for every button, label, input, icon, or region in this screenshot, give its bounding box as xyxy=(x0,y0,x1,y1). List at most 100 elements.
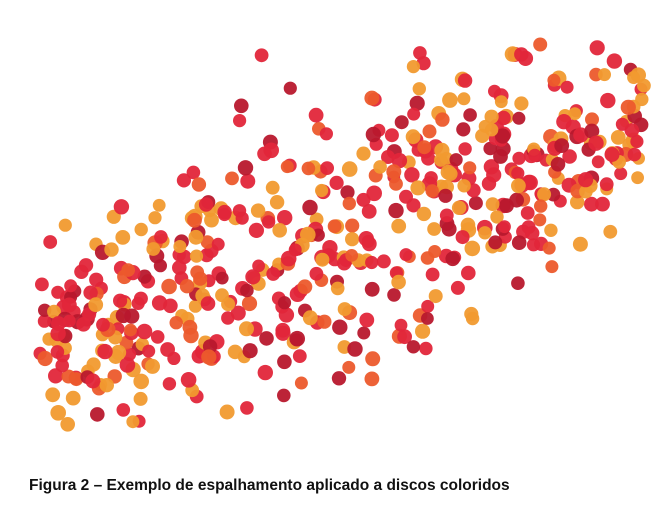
disc xyxy=(534,199,548,213)
disc xyxy=(415,323,431,339)
disc xyxy=(512,151,526,165)
disc xyxy=(458,142,472,156)
disc xyxy=(478,226,492,240)
disc xyxy=(498,220,511,234)
disc xyxy=(180,372,197,388)
disc xyxy=(435,112,450,127)
disc xyxy=(266,267,281,281)
disc xyxy=(391,218,407,234)
disc xyxy=(417,140,432,155)
disc xyxy=(329,175,344,190)
disc xyxy=(631,171,644,185)
disc xyxy=(342,196,356,211)
disc xyxy=(113,293,128,308)
disc xyxy=(579,184,593,199)
disc xyxy=(520,206,535,220)
disc xyxy=(589,40,605,56)
disc xyxy=(50,345,65,359)
disc xyxy=(241,295,258,312)
disc xyxy=(514,47,529,62)
disc xyxy=(265,180,280,195)
disc xyxy=(65,390,81,406)
disc xyxy=(599,177,614,192)
disc xyxy=(233,114,247,128)
disc xyxy=(356,192,371,207)
disc xyxy=(405,129,421,145)
disc xyxy=(74,264,89,279)
disc xyxy=(121,263,135,277)
disc xyxy=(584,196,599,212)
disc xyxy=(221,311,235,325)
disc xyxy=(394,318,408,332)
disc xyxy=(537,187,552,202)
disc xyxy=(119,357,136,373)
disc xyxy=(630,134,644,149)
disc xyxy=(364,281,380,297)
disc xyxy=(200,235,215,249)
disc xyxy=(235,211,249,225)
disc xyxy=(598,68,611,82)
disc xyxy=(330,281,345,296)
disc xyxy=(554,138,570,154)
disc xyxy=(240,401,254,415)
disc xyxy=(50,405,66,421)
disc xyxy=(186,165,201,180)
disc xyxy=(588,135,604,151)
disc xyxy=(277,210,293,226)
disc xyxy=(55,358,69,373)
disc xyxy=(116,403,131,417)
disc xyxy=(148,211,162,225)
disc xyxy=(76,317,91,332)
disc xyxy=(366,185,383,202)
disc xyxy=(461,265,476,281)
disc xyxy=(388,202,404,219)
disc xyxy=(620,99,636,115)
disc xyxy=(495,128,511,144)
disc xyxy=(545,260,559,274)
disc xyxy=(365,255,379,270)
disc xyxy=(272,223,288,238)
disc xyxy=(327,219,342,234)
disc xyxy=(115,230,131,245)
disc xyxy=(237,160,254,176)
disc xyxy=(428,245,442,258)
disc xyxy=(591,155,605,169)
disc xyxy=(302,310,318,326)
disc xyxy=(528,148,542,162)
disc xyxy=(511,235,527,250)
disc xyxy=(449,153,463,167)
disc xyxy=(182,319,198,335)
disc xyxy=(356,146,371,161)
disc xyxy=(391,274,406,290)
disc xyxy=(133,373,149,390)
disc xyxy=(457,179,471,193)
disc xyxy=(365,126,382,143)
disc xyxy=(511,166,525,180)
disc xyxy=(384,128,399,143)
disc xyxy=(234,98,249,114)
disc xyxy=(133,291,148,306)
disc xyxy=(152,198,166,212)
disc xyxy=(245,269,261,285)
disc xyxy=(468,196,483,211)
disc xyxy=(90,407,105,422)
disc xyxy=(457,73,473,88)
disc xyxy=(275,325,291,341)
disc xyxy=(104,242,119,257)
disc xyxy=(161,278,177,295)
disc xyxy=(302,199,318,216)
disc xyxy=(614,167,628,181)
disc xyxy=(261,215,276,229)
disc xyxy=(211,237,225,251)
disc xyxy=(242,343,258,359)
disc xyxy=(483,141,498,156)
disc xyxy=(560,80,574,94)
disc xyxy=(58,218,72,232)
disc xyxy=(309,266,324,281)
disc xyxy=(387,288,401,302)
disc xyxy=(490,210,504,224)
disc xyxy=(484,109,499,124)
disc xyxy=(406,60,420,74)
disc xyxy=(509,192,524,208)
disc xyxy=(252,259,265,273)
